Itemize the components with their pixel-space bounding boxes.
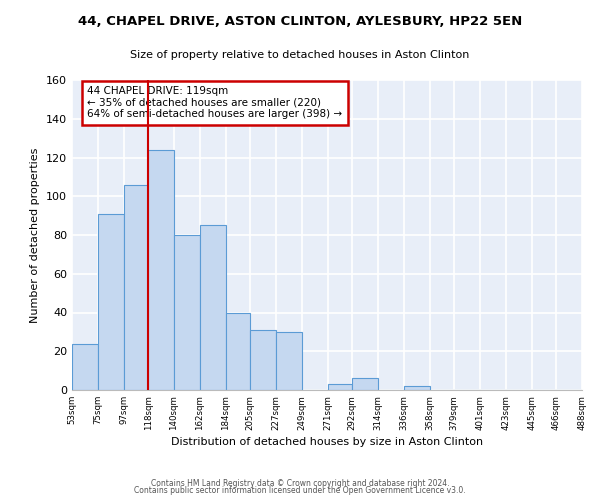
Y-axis label: Number of detached properties: Number of detached properties bbox=[31, 148, 40, 322]
Bar bbox=[148, 150, 174, 390]
Bar bbox=[98, 214, 124, 390]
Bar bbox=[328, 384, 352, 390]
Bar bbox=[72, 344, 98, 390]
Bar bbox=[276, 332, 302, 390]
Text: Size of property relative to detached houses in Aston Clinton: Size of property relative to detached ho… bbox=[130, 50, 470, 60]
Bar bbox=[404, 386, 430, 390]
Bar bbox=[124, 184, 148, 390]
Text: 44, CHAPEL DRIVE, ASTON CLINTON, AYLESBURY, HP22 5EN: 44, CHAPEL DRIVE, ASTON CLINTON, AYLESBU… bbox=[78, 15, 522, 28]
Text: Contains HM Land Registry data © Crown copyright and database right 2024.: Contains HM Land Registry data © Crown c… bbox=[151, 478, 449, 488]
Bar bbox=[352, 378, 378, 390]
Text: Contains public sector information licensed under the Open Government Licence v3: Contains public sector information licen… bbox=[134, 486, 466, 495]
Bar bbox=[226, 312, 250, 390]
Bar bbox=[174, 235, 200, 390]
Bar bbox=[200, 226, 226, 390]
Bar bbox=[250, 330, 276, 390]
Text: 44 CHAPEL DRIVE: 119sqm
← 35% of detached houses are smaller (220)
64% of semi-d: 44 CHAPEL DRIVE: 119sqm ← 35% of detache… bbox=[88, 86, 343, 120]
X-axis label: Distribution of detached houses by size in Aston Clinton: Distribution of detached houses by size … bbox=[171, 436, 483, 446]
